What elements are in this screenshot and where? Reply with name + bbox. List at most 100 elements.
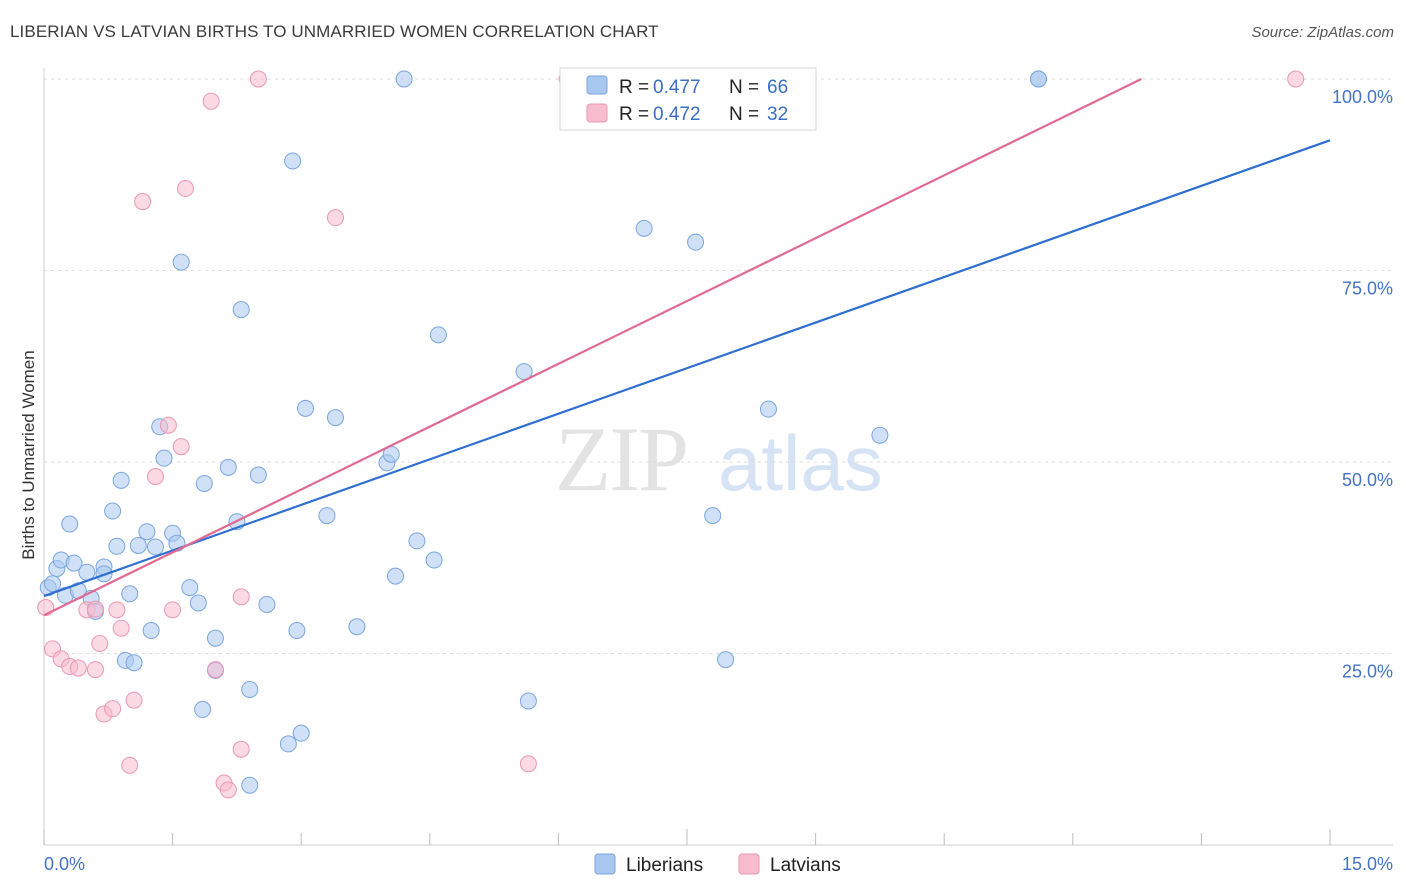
liberian-point: [288, 622, 306, 640]
liberian-point: [284, 152, 302, 170]
liberian-point: [704, 507, 722, 525]
liberian-point: [717, 651, 735, 669]
x-tick-left: 0.0%: [44, 854, 85, 874]
latvian-point: [91, 635, 109, 653]
latvian-point: [159, 416, 177, 434]
watermark-atlas: atlas: [718, 419, 883, 507]
latvian-point: [232, 588, 250, 606]
legend-r-label-latvians: R =: [619, 104, 649, 125]
y-axis-label: Births to Unmarried Women: [19, 350, 38, 559]
liberian-point: [61, 515, 79, 533]
liberian-point: [206, 629, 224, 647]
liberian-point: [129, 536, 147, 554]
liberian-point: [292, 724, 310, 742]
bottom-swatch-liberians: [594, 853, 616, 875]
legend-swatch-latvians: [586, 103, 608, 123]
bottom-legend-liberians: Liberians: [626, 855, 703, 876]
bottom-legend-latvians: Latvians: [770, 855, 841, 876]
liberian-point: [326, 409, 344, 427]
latvian-point: [134, 193, 152, 211]
liberian-point: [387, 567, 405, 585]
liberian-point: [121, 585, 139, 603]
latvian-point: [1287, 70, 1305, 88]
latvian-point: [164, 601, 182, 619]
liberian-point: [219, 458, 237, 476]
latvians-trend-line: [43, 78, 1142, 617]
liberian-point: [241, 776, 259, 794]
liberian-point: [687, 233, 705, 251]
liberian-point: [871, 426, 889, 444]
liberian-point: [232, 301, 250, 319]
chart-title: LIBERIAN VS LATVIAN BIRTHS TO UNMARRIED …: [10, 22, 659, 41]
liberian-point: [279, 735, 297, 753]
liberian-point: [395, 70, 413, 88]
legend-r-label-liberians: R =: [619, 77, 649, 98]
liberians-trend-line: [43, 139, 1331, 598]
liberian-point: [146, 538, 164, 556]
latvian-point: [232, 740, 250, 758]
legend-n-latvians: 32: [767, 104, 788, 125]
x-tick-right: 15.0%: [1342, 854, 1393, 874]
latvian-point: [202, 92, 220, 110]
liberian-point: [429, 326, 447, 344]
liberian-point: [1030, 70, 1048, 88]
latvian-point: [206, 661, 224, 679]
liberian-point: [138, 523, 156, 541]
liberian-point: [408, 532, 426, 550]
liberian-point: [172, 253, 190, 271]
latvian-point: [219, 781, 237, 799]
y-tick-label: 25.0%: [1342, 662, 1393, 682]
watermark-zip: ZIP: [555, 408, 687, 510]
latvian-point: [172, 438, 190, 456]
bottom-swatch-latvians: [738, 853, 760, 875]
legend-r-liberians: 0.477: [653, 77, 701, 98]
legend-swatch-liberians: [586, 75, 608, 95]
liberian-point: [112, 471, 130, 489]
liberian-point: [194, 700, 212, 718]
latvian-point: [176, 180, 194, 198]
liberian-point: [142, 622, 160, 640]
liberian-point: [258, 595, 276, 613]
latvian-point: [108, 601, 126, 619]
y-tick-label: 50.0%: [1342, 470, 1393, 490]
latvian-point: [125, 691, 143, 709]
latvian-point: [112, 619, 130, 637]
latvian-point: [86, 661, 104, 679]
liberian-point: [44, 575, 62, 593]
liberian-point: [425, 551, 443, 569]
legend-n-label-liberians: N =: [729, 77, 759, 98]
y-tick-label: 75.0%: [1342, 279, 1393, 299]
latvian-point: [104, 700, 122, 718]
liberian-point: [249, 466, 267, 484]
latvian-point: [519, 755, 537, 773]
liberian-point: [108, 537, 126, 555]
liberian-point: [125, 654, 143, 672]
latvian-point: [121, 756, 139, 774]
source-label: Source: ZipAtlas.com: [1251, 24, 1394, 41]
gridlines: [44, 78, 1393, 654]
latvian-point: [326, 209, 344, 227]
y-tick-labels: 25.0% 50.0% 75.0% 100.0%: [1332, 87, 1393, 682]
liberians-points: [39, 70, 1048, 794]
legend-n-liberians: 66: [767, 77, 788, 98]
liberian-point: [155, 449, 173, 467]
latvian-point: [69, 659, 87, 677]
axes: [43, 68, 1393, 846]
y-tick-label: 100.0%: [1332, 87, 1393, 107]
latvian-point: [146, 468, 164, 486]
liberian-point: [241, 681, 259, 699]
legend-r-latvians: 0.472: [653, 104, 701, 125]
liberian-point: [759, 400, 777, 418]
liberian-point: [189, 594, 207, 612]
liberian-point: [348, 618, 366, 636]
liberian-point: [104, 502, 122, 520]
liberian-point: [318, 507, 336, 525]
series-legend: Liberians Latvians: [594, 853, 841, 876]
liberian-point: [296, 399, 314, 417]
latvian-point: [86, 600, 104, 618]
liberian-point: [635, 219, 653, 237]
liberian-point: [65, 554, 83, 572]
liberian-point: [195, 474, 213, 492]
latvian-point: [249, 70, 267, 88]
stats-legend: R = 0.477 N = 66 R = 0.472 N = 32: [559, 67, 817, 131]
